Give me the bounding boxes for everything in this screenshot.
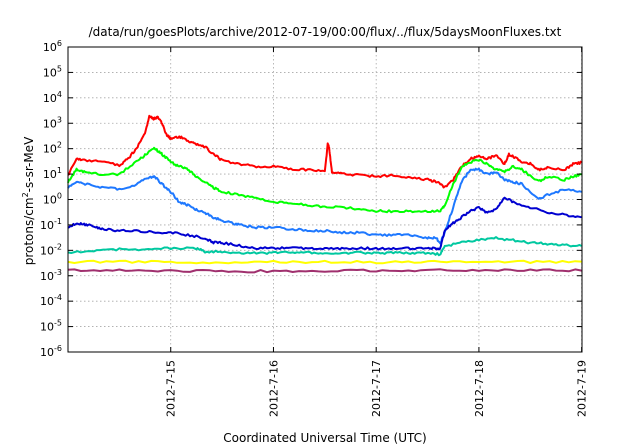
- y-tick-label: 100: [43, 192, 62, 207]
- y-tick-label: 103: [43, 115, 62, 130]
- y-tick-exponent: 4: [57, 90, 62, 99]
- y-axis-label-base: protons/cm: [22, 197, 36, 265]
- x-tick-label: 2012-7-19: [576, 360, 589, 417]
- series-line: [67, 146, 582, 214]
- y-axis-label-sup: 2: [21, 192, 30, 197]
- x-tick-label: 2012-7-18: [473, 360, 486, 417]
- y-tick-label: 10-1: [40, 217, 62, 232]
- x-tick-label: 2012-7-17: [370, 360, 383, 417]
- y-tick-label: 10-5: [40, 319, 62, 334]
- y-tick-base: 10: [40, 219, 54, 232]
- y-tick-base: 10: [40, 346, 54, 359]
- y-tick-base: 10: [43, 117, 57, 130]
- y-tick-label: 105: [43, 64, 62, 79]
- y-tick-exponent: -1: [54, 217, 62, 226]
- y-tick-base: 10: [43, 194, 57, 207]
- x-tick-label: 2012-7-15: [165, 360, 178, 417]
- chart-title: /data/run/goesPlots/archive/2012-07-19/0…: [89, 25, 562, 39]
- y-tick-label: 104: [43, 90, 62, 105]
- y-axis-ticks: 10-610-510-410-310-210-11001011021031041…: [40, 39, 582, 359]
- y-tick-base: 10: [43, 168, 57, 181]
- x-axis-ticks: 2012-7-15 2012-7-16 2012-7-17 2012-7-18 2012…: [165, 47, 589, 417]
- x-axis-label: Coordinated Universal Time (UTC): [223, 431, 426, 445]
- y-tick-exponent: 6: [57, 39, 62, 48]
- y-tick-exponent: -3: [54, 268, 62, 277]
- y-tick-label: 10-2: [40, 242, 62, 257]
- series-group: [67, 114, 583, 274]
- y-tick-exponent: 1: [57, 166, 62, 175]
- y-tick-exponent: 0: [57, 192, 62, 201]
- y-tick-base: 10: [40, 321, 54, 334]
- y-tick-label: 10-6: [40, 344, 62, 359]
- y-axis-label-rest: -s-sr-MeV: [22, 136, 36, 192]
- y-tick-base: 10: [43, 66, 57, 79]
- series-line: [67, 167, 582, 245]
- y-tick-exponent: 2: [57, 141, 62, 150]
- series-line: [67, 236, 582, 257]
- y-tick-base: 10: [40, 295, 54, 308]
- y-tick-base: 10: [43, 92, 57, 105]
- y-axis-label: protons/cm2-s-sr-MeV: [21, 136, 36, 265]
- y-tick-base: 10: [40, 244, 54, 257]
- y-tick-base: 10: [43, 41, 57, 54]
- series-line: [67, 196, 582, 251]
- x-tick-label: 2012-7-16: [267, 360, 280, 417]
- y-tick-label: 102: [43, 141, 62, 156]
- y-tick-base: 10: [40, 270, 54, 283]
- y-tick-label: 101: [43, 166, 62, 181]
- y-tick-exponent: -2: [54, 242, 62, 251]
- y-tick-exponent: -5: [54, 319, 62, 328]
- y-tick-exponent: 3: [57, 115, 62, 124]
- series-line: [67, 268, 582, 274]
- series-line: [67, 114, 583, 189]
- y-tick-label: 10-4: [40, 293, 62, 308]
- y-tick-base: 10: [43, 143, 57, 156]
- y-tick-label: 10-3: [40, 268, 62, 283]
- y-tick-exponent: -4: [54, 293, 62, 302]
- y-tick-exponent: 5: [57, 64, 62, 73]
- y-tick-label: 106: [43, 39, 62, 54]
- series-line: [67, 259, 582, 265]
- y-tick-exponent: -6: [54, 344, 62, 353]
